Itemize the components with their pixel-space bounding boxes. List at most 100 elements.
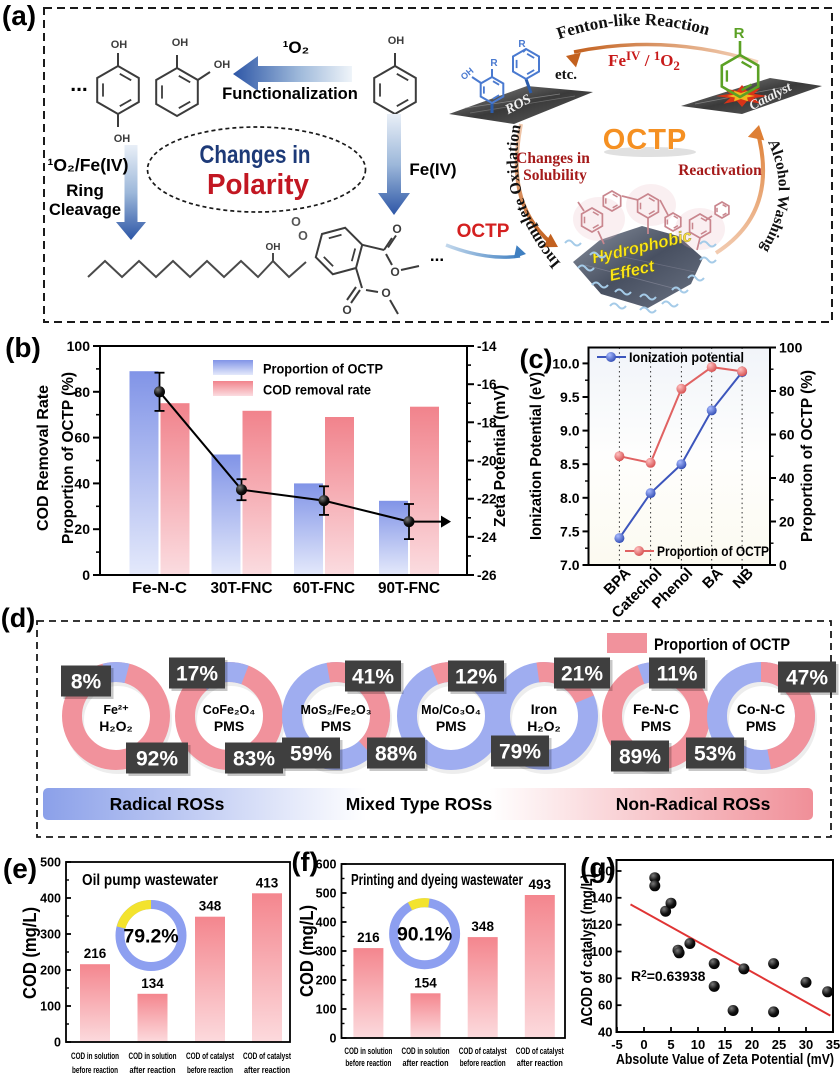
svg-text:60: 60 <box>598 998 612 1013</box>
svg-text:Fe-N-C: Fe-N-C <box>132 580 187 597</box>
svg-text:-5: -5 <box>611 1037 623 1052</box>
svg-text:Non-Radical ROSs: Non-Radical ROSs <box>616 794 771 814</box>
svg-text:Mo/Co₃O₄: Mo/Co₃O₄ <box>421 703 481 717</box>
svg-text:83%: 83% <box>233 748 275 771</box>
svg-text:8.5: 8.5 <box>560 456 580 472</box>
svg-text:-24: -24 <box>477 530 497 545</box>
svg-text:PMS: PMS <box>436 718 466 734</box>
svg-text:Mixed Type ROSs: Mixed Type ROSs <box>346 794 493 814</box>
svg-text:80: 80 <box>74 384 90 400</box>
svg-text:COD in solution: COD in solution <box>71 1051 119 1062</box>
svg-text:40: 40 <box>598 1025 612 1040</box>
svg-text:100: 100 <box>40 1000 61 1014</box>
svg-text:47%: 47% <box>786 667 828 690</box>
svg-text:before reaction: before reaction <box>72 1065 118 1076</box>
svg-text:400: 400 <box>40 892 61 906</box>
svg-text:40: 40 <box>74 475 90 491</box>
svg-text:R: R <box>518 39 526 50</box>
svg-text:-26: -26 <box>477 568 497 583</box>
svg-text:8.0: 8.0 <box>560 490 580 506</box>
svg-text:etc.: etc. <box>555 67 577 83</box>
svg-text:COD in solution: COD in solution <box>402 1046 450 1057</box>
svg-text:R: R <box>490 58 498 69</box>
svg-text:21%: 21% <box>561 663 603 686</box>
svg-text:92%: 92% <box>136 748 178 771</box>
svg-text:OH: OH <box>111 39 128 51</box>
svg-text:CoFe₂O₄: CoFe₂O₄ <box>203 703 256 717</box>
svg-text:Co-N-C: Co-N-C <box>737 701 785 717</box>
svg-text:60T-FNC: 60T-FNC <box>293 580 355 597</box>
svg-text:¹O₂/Fe(IV): ¹O₂/Fe(IV) <box>48 155 129 175</box>
svg-text:134: 134 <box>141 976 164 991</box>
svg-text:...: ... <box>70 73 88 96</box>
svg-text:Changes in: Changes in <box>200 141 311 169</box>
svg-text:(f): (f) <box>292 847 319 877</box>
svg-text:Fe(IV): Fe(IV) <box>409 160 456 179</box>
svg-text:9.0: 9.0 <box>560 423 580 439</box>
svg-text:11%: 11% <box>657 663 698 686</box>
svg-text:79.2%: 79.2% <box>123 926 178 948</box>
svg-text:O: O <box>381 286 390 300</box>
svg-text:20: 20 <box>74 521 90 537</box>
svg-text:413: 413 <box>256 875 279 890</box>
svg-text:0: 0 <box>640 1037 647 1052</box>
svg-text:Proportion of OCTP: Proportion of OCTP <box>263 361 383 377</box>
svg-text:Fe-N-C: Fe-N-C <box>633 701 679 717</box>
svg-text:20: 20 <box>779 514 795 530</box>
svg-text:(d): (d) <box>1 603 35 633</box>
svg-text:Ionization Potential (eV): Ionization Potential (eV) <box>528 372 545 540</box>
svg-text:COD Removal Rate: COD Removal Rate <box>35 385 52 531</box>
svg-text:216: 216 <box>357 930 380 945</box>
svg-text:PMS: PMS <box>641 718 671 734</box>
svg-text:90.1%: 90.1% <box>397 924 452 946</box>
svg-text:200: 200 <box>316 974 337 988</box>
svg-text:216: 216 <box>84 946 107 961</box>
svg-text:300: 300 <box>40 928 61 942</box>
svg-text:Proportion of OCTP: Proportion of OCTP <box>654 636 790 654</box>
svg-text:COD (mg/L): COD (mg/L) <box>20 907 40 999</box>
svg-text:80: 80 <box>779 383 795 399</box>
svg-text:after reaction: after reaction <box>517 1058 563 1069</box>
svg-text:53%: 53% <box>694 743 736 766</box>
svg-text:40: 40 <box>779 470 795 486</box>
svg-text:41%: 41% <box>352 666 394 689</box>
svg-text:OH: OH <box>114 133 131 145</box>
svg-text:-18: -18 <box>477 415 497 430</box>
svg-text:-16: -16 <box>477 377 497 392</box>
svg-text:O: O <box>390 265 399 279</box>
svg-text:Proportion of OCTP: Proportion of OCTP <box>657 544 769 559</box>
svg-text:Proportion of OCTP (%): Proportion of OCTP (%) <box>799 370 816 542</box>
svg-text:OH: OH <box>266 242 281 253</box>
svg-text:Iron: Iron <box>531 701 557 717</box>
svg-text:OH: OH <box>172 37 189 49</box>
svg-text:(g): (g) <box>580 852 616 883</box>
svg-text:100: 100 <box>316 1003 337 1017</box>
svg-text:OCTP: OCTP <box>603 124 688 156</box>
svg-text:Proportion of OCTP (%): Proportion of OCTP (%) <box>60 372 77 544</box>
svg-text:20: 20 <box>745 1037 759 1052</box>
svg-text:12%: 12% <box>455 666 497 689</box>
svg-text:30T-FNC: 30T-FNC <box>211 580 273 597</box>
svg-text:MoS₂/Fe₂O₃: MoS₂/Fe₂O₃ <box>300 703 371 717</box>
svg-text:H₂O₂: H₂O₂ <box>99 718 132 734</box>
svg-text:COD in solution: COD in solution <box>344 1046 392 1057</box>
svg-text:79%: 79% <box>499 741 541 764</box>
svg-text:160: 160 <box>591 864 613 879</box>
svg-text:ΔCOD of catalyst (mg/L): ΔCOD of catalyst (mg/L) <box>579 874 596 1026</box>
svg-text:¹O₂: ¹O₂ <box>283 38 309 57</box>
svg-text:17%: 17% <box>176 663 218 686</box>
svg-text:Absolute Value of Zeta Potenti: Absolute Value of Zeta Potential (mV) <box>616 1052 834 1068</box>
svg-text:7.0: 7.0 <box>560 557 580 573</box>
svg-text:8%: 8% <box>71 671 102 694</box>
svg-text:0: 0 <box>82 567 90 583</box>
svg-text:OCTP: OCTP <box>457 221 510 242</box>
svg-text:59%: 59% <box>290 743 332 766</box>
svg-text:(e): (e) <box>3 853 37 884</box>
svg-text:COD removal rate: COD removal rate <box>263 382 371 398</box>
svg-text:COD (mg/L): COD (mg/L) <box>297 905 317 997</box>
svg-text:35: 35 <box>826 1037 840 1052</box>
svg-text:60: 60 <box>74 430 90 446</box>
svg-text:Functionalization: Functionalization <box>222 85 358 103</box>
svg-text:200: 200 <box>40 964 61 978</box>
svg-text:0: 0 <box>54 1036 61 1050</box>
